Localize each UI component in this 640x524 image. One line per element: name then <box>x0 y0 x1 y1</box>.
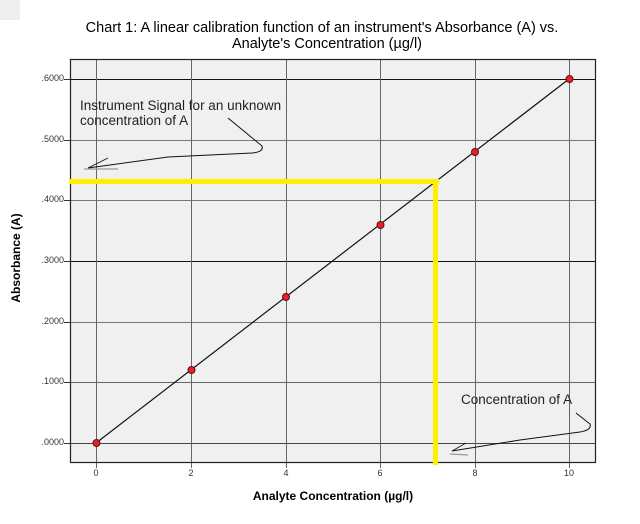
data-points <box>92 75 574 447</box>
annotation-signal-line-1: Instrument Signal for an unknown <box>80 98 282 113</box>
corner-box <box>0 0 20 20</box>
data-point <box>282 293 290 301</box>
annotation-concentration: Concentration of A <box>461 392 573 407</box>
x-tick-label: 10 <box>563 468 574 478</box>
data-point <box>187 366 196 374</box>
data-point <box>471 148 479 156</box>
horizontal-gridlines <box>70 79 596 444</box>
y-tick-label: .0000 <box>41 437 64 447</box>
y-tick-label: .3000 <box>41 255 64 265</box>
chart-title-line-2: Analyte's Concentration (µg/l) <box>231 36 423 52</box>
x-tick-label: 0 <box>93 468 99 478</box>
annotation-arrow-concentration <box>449 412 591 456</box>
y-tick-label: .5000 <box>41 134 64 144</box>
concentration-reference-line-lower <box>433 252 438 465</box>
chart-title-line-1: Chart 1: A linear calibration function o… <box>85 20 559 36</box>
chart-title: Chart 1: A linear calibration function o… <box>0 20 640 52</box>
y-tick-label: .4000 <box>41 194 64 204</box>
y-tick-marks <box>64 79 70 444</box>
data-point <box>565 75 574 83</box>
concentration-reference-line-upper <box>433 179 438 252</box>
absorbance-reference-line <box>69 179 439 184</box>
unknown-sample-guide <box>69 179 439 465</box>
vertical-gridlines <box>96 59 570 468</box>
plot-frame <box>69 58 597 464</box>
data-point <box>376 221 385 229</box>
annotation-signal: Instrument Signal for an unknown concent… <box>80 98 281 128</box>
y-axis-label: Absorbance (A) <box>9 213 23 303</box>
x-tick-label: 4 <box>283 468 289 478</box>
x-tick-label: 6 <box>377 468 383 478</box>
annotation-arrow-signal <box>84 117 263 170</box>
y-tick-label: .1000 <box>41 376 64 386</box>
calibration-line <box>95 78 570 444</box>
y-tick-label: .6000 <box>41 73 64 83</box>
data-point <box>92 439 101 447</box>
x-tick-label: 2 <box>188 468 194 478</box>
x-tick-label: 8 <box>472 468 478 478</box>
x-axis-label: Analyte Concentration (µg/l) <box>252 489 414 503</box>
y-tick-label: .2000 <box>41 316 64 326</box>
annotation-signal-line-2: concentration of A <box>80 113 189 128</box>
